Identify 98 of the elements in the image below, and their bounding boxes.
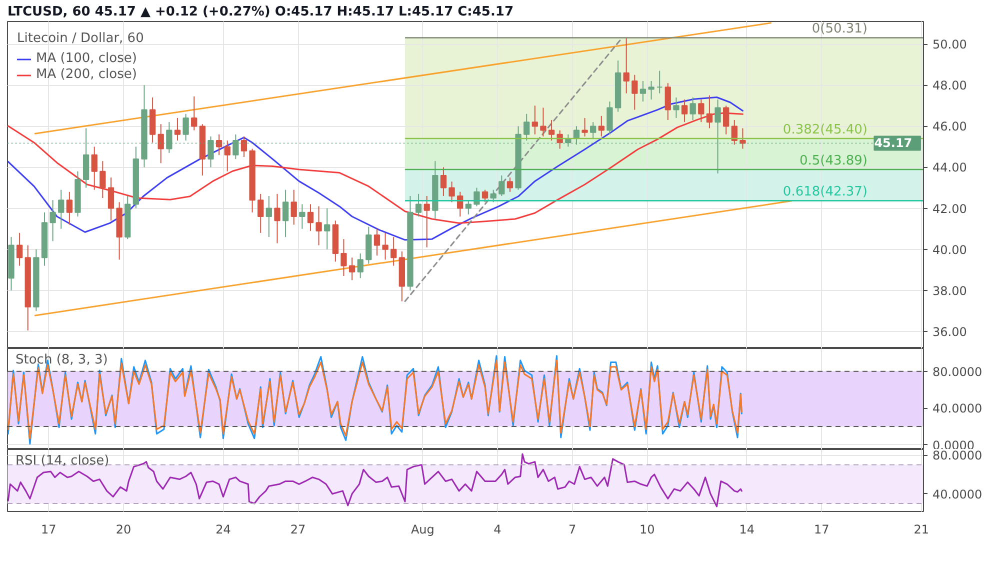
candlestick	[307, 204, 314, 232]
x-tick-label: 10	[639, 522, 655, 536]
candlestick	[390, 236, 397, 266]
candlestick	[590, 122, 596, 140]
x-tick-label: 17	[41, 522, 56, 536]
x-tick-label: 4	[494, 522, 502, 536]
candlestick	[548, 120, 555, 142]
candlestick	[440, 166, 447, 196]
candlestick	[274, 193, 280, 244]
candlestick	[648, 80, 654, 100]
candlestick	[532, 105, 538, 135]
y-tick-label: 36.00	[932, 324, 967, 339]
candlestick	[324, 208, 330, 250]
candlestick	[424, 195, 430, 248]
x-tick-label: 14	[739, 522, 755, 536]
candlestick	[182, 113, 189, 142]
candlestick	[698, 99, 704, 123]
candlestick	[482, 189, 488, 203]
candlestick	[224, 140, 230, 172]
ref-line-label: 0(50.31)	[812, 22, 868, 37]
candlestick	[714, 99, 721, 174]
ref-line-label: 0.382(45.40)	[782, 122, 868, 138]
candlestick	[490, 189, 496, 203]
y-tick-label: 40.0000	[932, 487, 982, 502]
chart-title: Stoch (8, 3, 3)	[16, 352, 108, 368]
candlestick	[232, 134, 239, 160]
candlestick	[282, 189, 289, 238]
candlestick	[656, 70, 663, 94]
y-tick-label: 42.00	[932, 202, 967, 216]
y-tick-label: 40.0000	[932, 402, 982, 416]
candlestick	[673, 96, 680, 118]
candlestick	[100, 160, 106, 199]
candlestick	[382, 232, 388, 260]
candlestick	[348, 257, 356, 281]
candlestick	[448, 181, 455, 203]
candlestick	[498, 174, 505, 196]
legend-label: MA (200, close)	[36, 67, 137, 82]
candlestick	[16, 232, 23, 266]
y-tick-label: 44.00	[932, 160, 967, 175]
y-tick-label: 38.00	[932, 284, 967, 298]
candlestick	[740, 128, 746, 150]
candlestick	[374, 228, 380, 256]
candlestick	[50, 200, 56, 242]
candlestick	[290, 189, 297, 226]
candlestick	[723, 105, 730, 135]
x-tick-label: 21	[914, 522, 930, 536]
candlestick	[357, 252, 364, 279]
ref-line-label: 0.618(42.37)	[782, 184, 868, 200]
x-tick-label: Aug	[410, 522, 434, 536]
y-tick-label: 50.00	[932, 38, 967, 52]
candlestick	[266, 195, 272, 238]
candlestick	[664, 82, 671, 121]
y-tick-label: 48.00	[932, 78, 967, 93]
y-tick-label: 80.0000	[932, 364, 982, 379]
candlestick	[299, 204, 306, 230]
candlestick	[174, 117, 181, 142]
candlestick	[340, 238, 347, 277]
legend-title: Litecoin / Dollar, 60	[17, 31, 144, 46]
candlestick	[706, 94, 713, 129]
candlestick	[258, 193, 264, 234]
candlestick	[415, 193, 422, 218]
x-tick-label: 24	[216, 522, 231, 536]
candlestick	[640, 80, 646, 102]
candlestick	[623, 37, 630, 94]
candlestick	[158, 124, 164, 164]
x-tick-label: 27	[290, 522, 306, 536]
candlestick	[731, 120, 738, 146]
candlestick	[166, 122, 172, 154]
ref-line-label: 45.17	[874, 136, 912, 150]
y-tick-label: 40.00	[932, 242, 967, 257]
x-tick-label: 7	[568, 522, 576, 536]
candlestick	[191, 96, 198, 131]
candlestick	[606, 101, 613, 135]
candlestick	[524, 113, 530, 142]
x-tick-label: 20	[116, 522, 132, 536]
candlestick	[240, 136, 248, 158]
candlestick	[58, 189, 64, 230]
candlestick	[598, 115, 604, 137]
candlestick	[506, 177, 514, 192]
candlestick	[632, 74, 638, 110]
candlestick	[216, 134, 222, 156]
x-tick-label: 17	[814, 522, 830, 536]
candlestick	[208, 136, 214, 168]
candlestick	[66, 191, 72, 226]
candlestick	[465, 200, 472, 215]
y-tick-label: 46.00	[932, 120, 967, 134]
chart-title: LTCUSD, 60 45.17 ▲ +0.12 (+0.27%) O:45.17 H:45.17 L:45.17 C:45.17	[8, 4, 514, 20]
candlestick	[108, 177, 114, 222]
candlestick	[690, 96, 696, 121]
candlestick	[316, 206, 322, 246]
y-tick-label: 80.0000	[932, 448, 982, 463]
ref-line-label: 0.5(43.89)	[799, 154, 868, 168]
chart-title: RSI (14, close)	[16, 454, 110, 468]
legend-label: MA (100, close)	[36, 51, 137, 66]
candlestick	[582, 117, 588, 137]
candlestick	[540, 107, 546, 137]
candlestick	[681, 99, 688, 123]
candlestick	[91, 146, 98, 190]
